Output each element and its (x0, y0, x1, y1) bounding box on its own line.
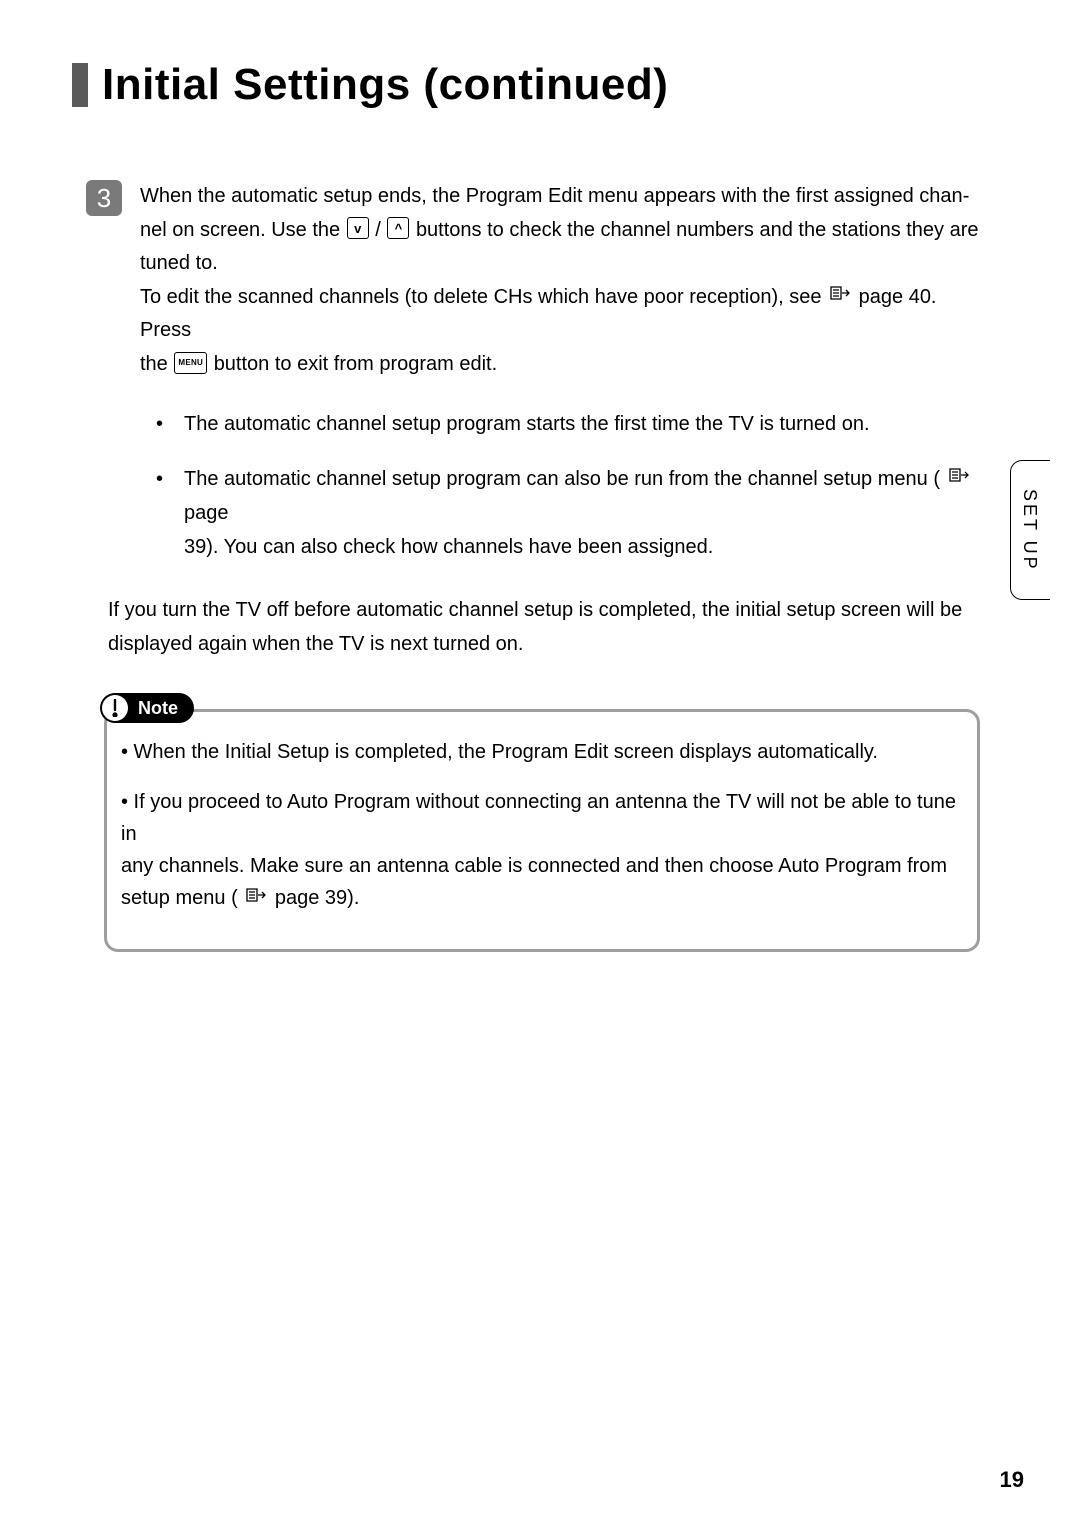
bullet-2: The automatic channel setup program can … (148, 463, 1003, 564)
page-title-row: Initial Settings (continued) (72, 60, 1008, 110)
note-section: Note • When the Initial Setup is complet… (108, 679, 1008, 952)
bullet-2-c: 39). You can also check how channels hav… (184, 536, 713, 558)
info-bullets: The automatic channel setup program star… (108, 408, 1003, 564)
note-p1: • When the Initial Setup is completed, t… (121, 736, 963, 768)
step-line-a: When the automatic setup ends, the Progr… (140, 185, 963, 207)
down-button-icon: v (347, 217, 369, 239)
note-label: Note (138, 698, 178, 719)
bullet-2-b: page (184, 502, 229, 524)
note-p2b: any channels. Make sure an antenna cable… (121, 855, 947, 877)
paragraph-warning: If you turn the TV off before automatic … (108, 594, 1003, 661)
note-p2c2: page 39). (275, 887, 360, 909)
step-line-b2: / (375, 219, 386, 241)
section-tab: SET UP (1010, 460, 1050, 600)
step-number-badge: 3 (86, 180, 122, 216)
step-line-d1: To edit the scanned channels (to delete … (140, 286, 827, 308)
note-box: • When the Initial Setup is completed, t… (104, 709, 980, 952)
note-p2: • If you proceed to Auto Program without… (121, 786, 963, 915)
step-line-c: tuned to. (140, 252, 218, 274)
manual-page: Initial Settings (continued) 3 When the … (0, 0, 1080, 1527)
note-exclamation-icon (102, 695, 128, 721)
menu-button-icon: MENU (174, 352, 207, 374)
bullet-1: The automatic channel setup program star… (148, 408, 1003, 442)
step-3: 3 When the automatic setup ends, the Pro… (86, 180, 1008, 382)
note-p2a: • If you proceed to Auto Program without… (121, 791, 956, 845)
title-marker-icon (72, 63, 88, 107)
note-pill: Note (100, 693, 194, 723)
step-line-b1: nel on screen. Use the (140, 219, 346, 241)
page-title: Initial Settings (continued) (102, 60, 668, 110)
page-number: 19 (1000, 1467, 1024, 1493)
bullet-2-a: The automatic channel setup program can … (184, 468, 946, 490)
step-line-e1: the (140, 353, 173, 375)
page-reference-icon (948, 461, 970, 495)
step-text: When the automatic setup ends, the Progr… (140, 180, 985, 382)
page-reference-icon (245, 881, 267, 913)
page-reference-icon (829, 279, 851, 313)
up-button-icon: ^ (387, 217, 409, 239)
note-p2c1: setup menu ( (121, 887, 243, 909)
hyphen: - (963, 185, 970, 207)
step-line-b3: buttons to check the channel numbers and… (416, 219, 979, 241)
section-tab-label: SET UP (1019, 489, 1040, 572)
step-line-e2: button to exit from program edit. (214, 353, 497, 375)
